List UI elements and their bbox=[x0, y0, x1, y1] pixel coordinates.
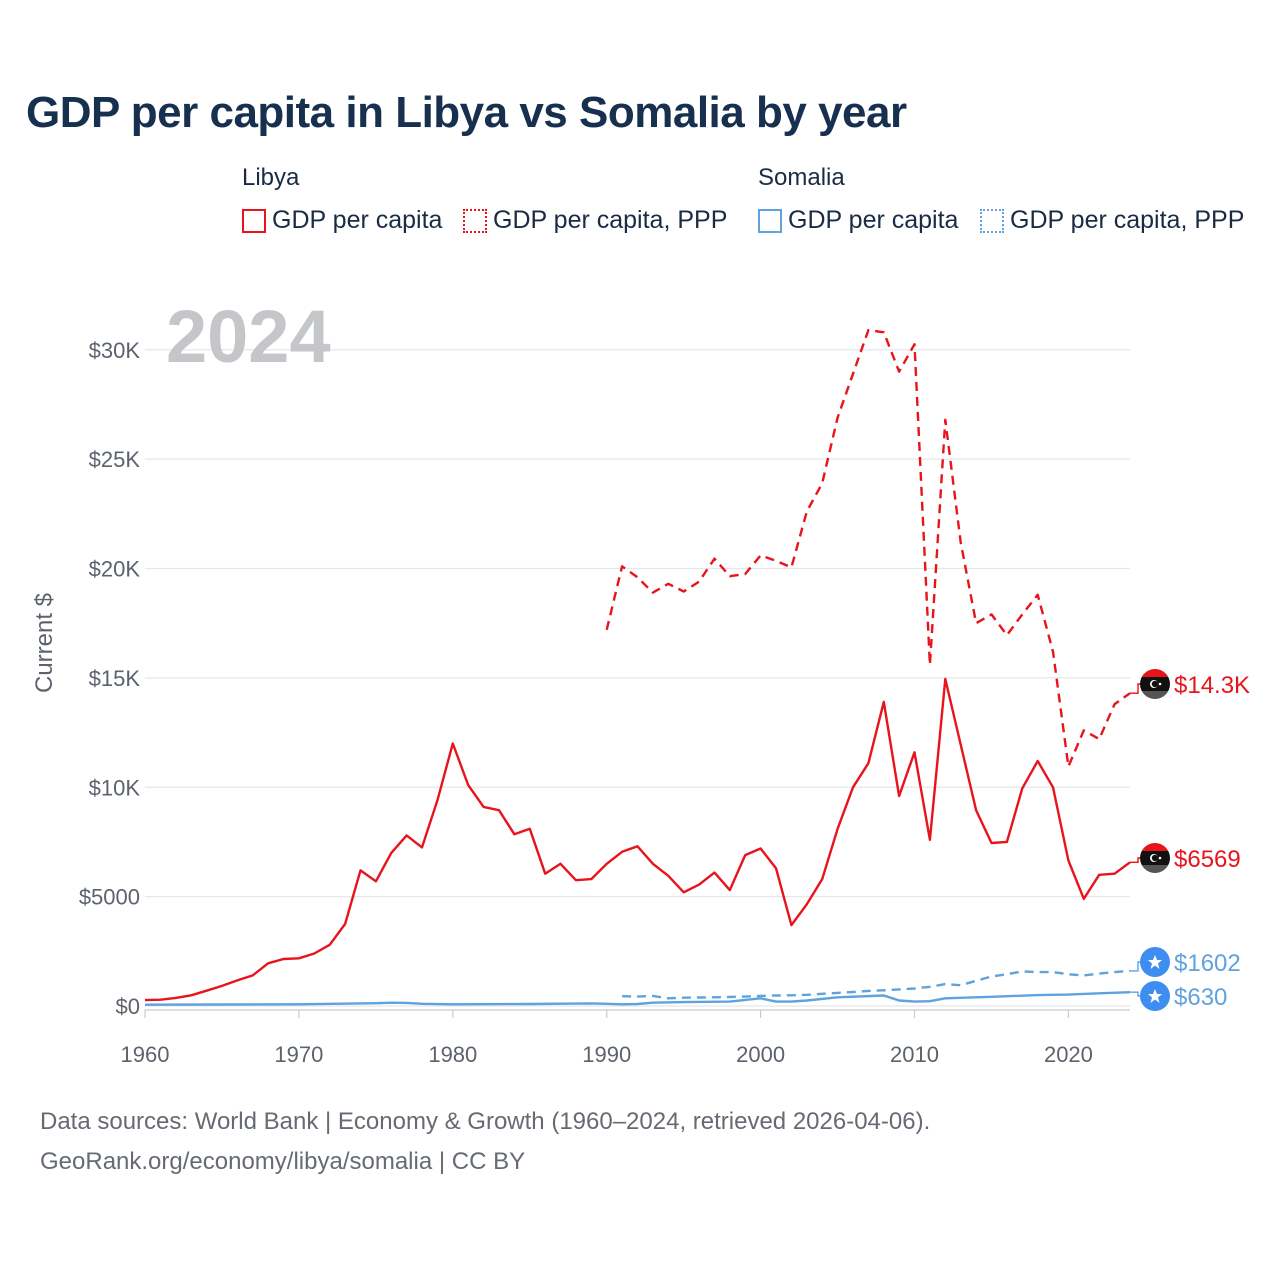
year-watermark: 2024 bbox=[166, 295, 331, 378]
legend-swatch-dotted-blue bbox=[980, 208, 1004, 233]
libya-flag-icon bbox=[1140, 669, 1170, 699]
series-line-2 bbox=[144, 991, 1131, 1006]
x-tick-label: 1970 bbox=[274, 1042, 323, 1067]
x-tick-label: 1990 bbox=[582, 1042, 631, 1067]
y-axis-label: Current $ bbox=[31, 593, 58, 693]
footer-source: Data sources: World Bank | Economy & Gro… bbox=[40, 1108, 931, 1135]
series-line-0 bbox=[144, 677, 1131, 1002]
series bbox=[144, 328, 1131, 1006]
x-tick-label: 2020 bbox=[1044, 1042, 1093, 1067]
y-tick-label: $20K bbox=[89, 557, 141, 582]
y-tick-label: $15K bbox=[89, 666, 141, 691]
end-value-label: $6569 bbox=[1174, 846, 1241, 873]
y-tick-label: $0 bbox=[116, 994, 140, 1019]
y-tick-label: $25K bbox=[89, 447, 141, 472]
legend-libya-gdp-ppp[interactable]: GDP per capita, PPP bbox=[463, 206, 727, 235]
legend-somalia-gdp[interactable]: GDP per capita bbox=[758, 206, 958, 235]
legend-somalia-gdp-ppp[interactable]: GDP per capita, PPP bbox=[980, 206, 1244, 235]
y-tick-label: $30K bbox=[89, 338, 141, 363]
x-tick-label: 2010 bbox=[890, 1042, 939, 1067]
legend-label: GDP per capita bbox=[272, 206, 443, 234]
end-value-label: $14.3K bbox=[1174, 672, 1250, 699]
x-tick-label: 1980 bbox=[428, 1042, 477, 1067]
legend-swatch-dotted-red bbox=[463, 208, 487, 233]
series-line-3 bbox=[622, 969, 1131, 1000]
somalia-flag-icon bbox=[1140, 947, 1170, 977]
legend-libya-gdp[interactable]: GDP per capita bbox=[242, 206, 442, 235]
y-tick-label: $5000 bbox=[79, 885, 140, 910]
legend-group-somalia: Somalia bbox=[758, 164, 845, 191]
series-line-1 bbox=[605, 328, 1131, 768]
legend-swatch-solid-blue bbox=[758, 208, 782, 233]
legend-group-libya: Libya bbox=[242, 164, 300, 191]
end-labels: $6569 $14.3K $630 $1602 bbox=[1130, 669, 1250, 1011]
end-value-label: $630 bbox=[1174, 984, 1227, 1011]
grid bbox=[145, 349, 1130, 1007]
legend-label: GDP per capita bbox=[788, 206, 959, 234]
somalia-flag-icon bbox=[1140, 981, 1170, 1011]
legend-label: GDP per capita, PPP bbox=[493, 206, 728, 234]
x-tick-label: 2000 bbox=[736, 1042, 785, 1067]
axes: $0 $5000 $10K $15K $20K $25K $30K 1960 1970 1980 1… bbox=[79, 338, 1130, 1067]
legend-label: GDP per capita, PPP bbox=[1010, 206, 1245, 234]
end-value-label: $1602 bbox=[1174, 950, 1241, 977]
libya-flag-icon bbox=[1140, 843, 1170, 873]
footer-credit: GeoRank.org/economy/libya/somalia | CC B… bbox=[40, 1148, 526, 1175]
y-tick-label: $10K bbox=[89, 775, 141, 800]
x-tick-label: 1960 bbox=[121, 1042, 170, 1067]
page-title: GDP per capita in Libya vs Somalia by ye… bbox=[26, 88, 907, 137]
legend-swatch-solid-red bbox=[242, 208, 266, 233]
